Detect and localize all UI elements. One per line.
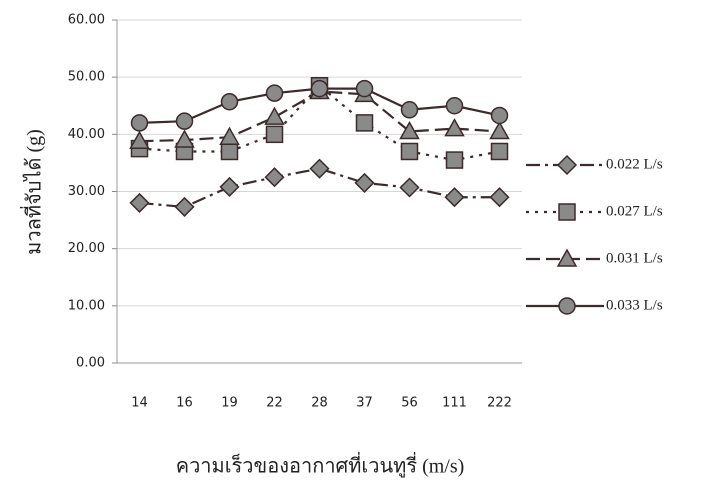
marker [556, 154, 578, 176]
marker [220, 142, 239, 161]
marker [490, 106, 509, 125]
marker [129, 192, 150, 213]
marker [399, 177, 420, 198]
x-tick-label: 14 [131, 396, 148, 411]
marker [264, 167, 285, 188]
x-tick-label: 28 [311, 396, 328, 411]
y-tick-label: 20.00 [68, 241, 105, 256]
y-tick-label: 50.00 [68, 70, 105, 85]
legend-label: 0.033 L/s [606, 297, 663, 313]
y-tick-label: 40.00 [68, 127, 105, 142]
marker [444, 118, 465, 137]
marker [558, 203, 576, 221]
y-tick-label: 30.00 [68, 184, 105, 199]
marker [355, 114, 374, 132]
y-tick-label: 10.00 [68, 298, 105, 313]
legend-label: 0.031 L/s [606, 250, 663, 266]
marker [399, 120, 420, 140]
marker [310, 79, 329, 98]
x-tick-label: 56 [401, 396, 418, 411]
x-tick-label: 16 [176, 396, 193, 411]
marker [219, 126, 240, 145]
y-tick-label: 0.00 [76, 356, 105, 371]
marker [175, 112, 194, 130]
marker [264, 106, 285, 125]
marker [354, 172, 375, 193]
marker [445, 151, 464, 169]
marker [174, 129, 195, 148]
marker [130, 114, 149, 132]
y-tick-label: 60.00 [68, 13, 105, 28]
marker [489, 120, 510, 140]
marker [556, 248, 578, 267]
legend-label: 0.027 L/s [606, 203, 663, 219]
marker [445, 97, 464, 115]
x-tick-label: 37 [356, 396, 373, 411]
series-line [139, 167, 500, 209]
marker [400, 101, 419, 119]
x-tick-label: 111 [442, 396, 467, 411]
marker [400, 142, 419, 161]
x-axis-label: ความเร็วของอากาศที่เวนทูรี่ (m/s) [176, 452, 465, 479]
marker [219, 176, 240, 197]
marker [220, 92, 239, 111]
marker [174, 196, 195, 217]
marker [265, 84, 284, 102]
marker [129, 130, 150, 149]
legend-label: 0.022 L/s [606, 156, 663, 172]
x-tick-label: 19 [221, 396, 238, 411]
y-axis-label: มวลที่จับได้ (g) [20, 129, 46, 255]
marker [265, 125, 284, 144]
marker [309, 158, 330, 179]
marker [444, 187, 465, 208]
x-tick-label: 222 [487, 396, 512, 411]
marker [355, 79, 374, 98]
marker [489, 187, 510, 208]
marker [558, 297, 576, 315]
marker [490, 142, 509, 161]
x-tick-label: 22 [266, 396, 283, 411]
